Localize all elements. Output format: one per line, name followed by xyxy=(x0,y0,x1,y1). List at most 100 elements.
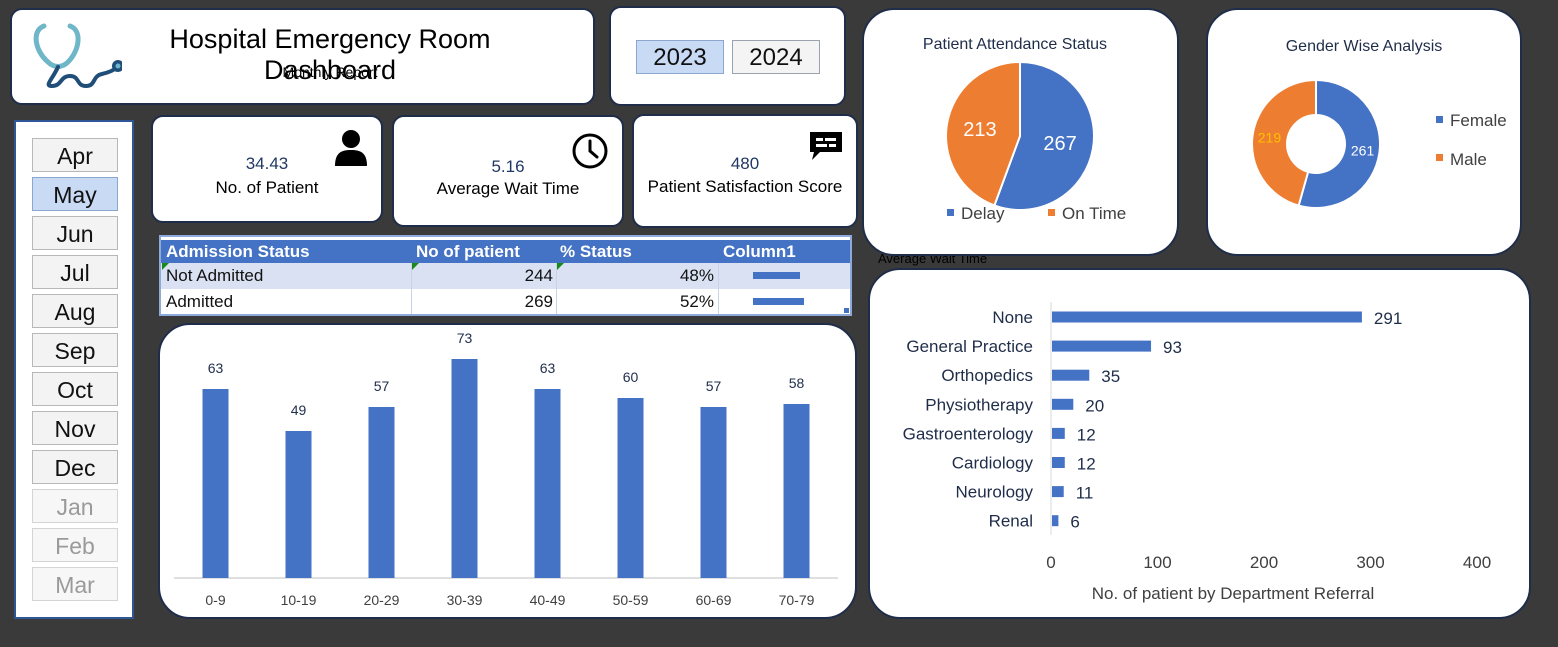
row-data-bar xyxy=(753,298,804,305)
title-panel: Hospital Emergency Room Dashboard Monthl… xyxy=(10,8,595,105)
department-referral-bar-chart: No. of patient by Department Referral No… xyxy=(903,302,1491,603)
dept-category-label: Neurology xyxy=(956,483,1034,502)
dept-bar[interactable] xyxy=(1052,427,1065,439)
kpi-patients-label: No. of Patient xyxy=(215,178,319,197)
age-bar[interactable] xyxy=(534,389,561,578)
dept-category-label: Renal xyxy=(989,512,1033,531)
month-button-jul[interactable]: Jul xyxy=(32,255,118,289)
age-bar[interactable] xyxy=(783,404,810,578)
month-button-apr[interactable]: Apr xyxy=(32,138,118,172)
row-status: Admitted xyxy=(166,292,234,311)
attendance-pie-chart: Patient Attendance Status 267 213 Delay O… xyxy=(923,36,1126,223)
gender-donut-chart: Gender Wise Analysis 261 219 Female Male xyxy=(1251,38,1507,209)
month-button-oct[interactable]: Oct xyxy=(32,372,118,406)
kpi-card-patients: 34.43 No. of Patient xyxy=(151,115,383,223)
age-bar[interactable] xyxy=(700,407,727,578)
dept-bar[interactable] xyxy=(1052,369,1090,381)
year-button-2024[interactable]: 2024 xyxy=(732,40,820,74)
dept-category-label: General Practice xyxy=(906,337,1033,356)
kpi-wait-label: Average Wait Time xyxy=(436,179,580,198)
year-button-2023[interactable]: 2023 xyxy=(636,40,724,74)
dept-category-label: Cardiology xyxy=(952,454,1034,473)
age-bar-data-label: 63 xyxy=(208,360,224,376)
age-category-label: 70-79 xyxy=(779,592,815,608)
legend-swatch-male xyxy=(1436,154,1443,161)
row-data-bar xyxy=(753,272,800,279)
dept-x-tick-label: 100 xyxy=(1143,553,1171,572)
kpi-patients-value: 34.43 xyxy=(245,154,289,173)
age-bar-data-label: 58 xyxy=(789,375,805,391)
pie-slice-on-time[interactable] xyxy=(945,60,1021,207)
row-pct: 48% xyxy=(679,266,714,285)
attendance-chart-panel: Patient Attendance Status 267 213 Delay O… xyxy=(862,8,1179,256)
header-column1: Column1 xyxy=(723,242,796,261)
age-category-label: 0-9 xyxy=(205,592,225,608)
age-bar[interactable] xyxy=(368,407,395,578)
month-button-may[interactable]: May xyxy=(32,177,118,211)
dept-category-label: None xyxy=(992,308,1033,327)
attendance-chart-title: Patient Attendance Status xyxy=(923,36,1107,53)
age-bar[interactable] xyxy=(202,389,229,578)
row-count: 269 xyxy=(524,292,553,311)
age-bar-data-label: 57 xyxy=(706,378,722,394)
gender-chart-panel: Gender Wise Analysis 261 219 Female Male xyxy=(1206,8,1522,256)
legend-swatch-delay xyxy=(947,209,954,216)
month-button-mar[interactable]: Mar xyxy=(32,567,118,601)
col-divider xyxy=(718,263,719,314)
age-category-label: 20-29 xyxy=(364,592,400,608)
col-divider xyxy=(411,263,412,314)
dept-bar[interactable] xyxy=(1052,340,1152,352)
row-status: Not Admitted xyxy=(166,266,264,285)
table-resize-handle[interactable] xyxy=(844,308,849,313)
page-title: Hospital Emergency Room Dashboard xyxy=(169,24,491,85)
dept-category-label: Physiotherapy xyxy=(925,395,1033,414)
dept-bar-data-label: 6 xyxy=(1070,513,1079,532)
legend-label-male: Male xyxy=(1450,150,1487,169)
dept-bar[interactable] xyxy=(1052,398,1074,410)
gender-legend: Female Male xyxy=(1436,111,1507,169)
pie-slice-delay[interactable] xyxy=(993,60,1095,211)
dept-bar[interactable] xyxy=(1052,311,1362,323)
age-group-bar-chart: 63 0-9 49 10-19 57 20-29 73 30-39 63 40-49 60 50-59… xyxy=(174,330,838,608)
age-bar[interactable] xyxy=(451,359,478,578)
age-category-label: 30-39 xyxy=(447,592,483,608)
table-row: Admitted 269 52% xyxy=(161,290,850,314)
clock-icon xyxy=(572,133,608,169)
month-button-sep[interactable]: Sep xyxy=(32,333,118,367)
month-slicer: Apr May Jun Jul Aug Sep Oct Nov Dec Jan … xyxy=(14,120,134,619)
age-bar-data-label: 73 xyxy=(457,330,473,346)
pie-data-label: 267 xyxy=(1043,133,1076,155)
donut-slice-male[interactable] xyxy=(1251,78,1317,207)
dept-category-label: Gastroenterology xyxy=(903,424,1034,443)
header-pct-status: % Status xyxy=(560,242,632,261)
dept-bar-data-label: 20 xyxy=(1085,396,1104,415)
year-slicer: 2023 2024 xyxy=(609,6,846,106)
month-button-dec[interactable]: Dec xyxy=(32,450,118,484)
pie-data-label: 213 xyxy=(963,119,996,141)
dept-bar[interactable] xyxy=(1052,486,1064,498)
legend-label-delay: Delay xyxy=(961,204,1005,223)
month-button-feb[interactable]: Feb xyxy=(32,528,118,562)
month-button-jun[interactable]: Jun xyxy=(32,216,118,250)
table-row: Not Admitted 244 48% xyxy=(161,263,850,289)
month-button-nov[interactable]: Nov xyxy=(32,411,118,445)
month-button-jan[interactable]: Jan xyxy=(32,489,118,523)
dept-bar[interactable] xyxy=(1052,457,1065,468)
message-icon xyxy=(810,132,842,160)
dept-bar-data-label: 11 xyxy=(1076,484,1094,503)
age-category-label: 40-49 xyxy=(530,592,566,608)
age-bar[interactable] xyxy=(285,431,312,578)
month-button-aug[interactable]: Aug xyxy=(32,294,118,328)
header-no-of-patient: No of patient xyxy=(416,242,520,261)
legend-swatch-female xyxy=(1436,116,1443,123)
dept-bar-data-label: 35 xyxy=(1101,367,1120,386)
kpi-satisfaction-value: 480 xyxy=(730,154,760,173)
donut-data-label: 219 xyxy=(1258,130,1282,146)
donut-slice-female[interactable] xyxy=(1297,78,1381,209)
dept-bar[interactable] xyxy=(1052,515,1059,527)
dept-x-tick-label: 300 xyxy=(1356,553,1384,572)
attendance-legend: Delay On Time xyxy=(947,204,1126,223)
cell-flag-marker xyxy=(162,263,169,270)
age-bar[interactable] xyxy=(617,398,644,578)
age-category-label: 60-69 xyxy=(696,592,732,608)
